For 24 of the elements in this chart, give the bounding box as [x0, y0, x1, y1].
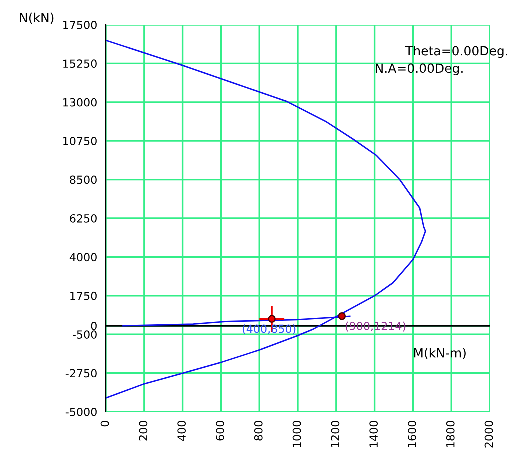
y-tick-label: 13000: [64, 98, 97, 107]
y-tick-label: 1750: [70, 292, 97, 300]
x-tick-label: 200: [139, 421, 148, 441]
y-axis-title: N(kN): [20, 12, 54, 24]
y-tick-label: 15250: [64, 60, 97, 68]
y-tick-label: -500: [72, 330, 97, 339]
y-tick-label: -5000: [66, 408, 97, 416]
x-tick-label: 1800: [446, 421, 455, 448]
y-tick-label: -2750: [66, 369, 97, 378]
y-tick-label: 4000: [70, 253, 97, 262]
y-tick-label: 8500: [70, 176, 97, 184]
x-tick-label: 2000: [484, 421, 494, 448]
x-tick-label: 1200: [331, 421, 340, 448]
x-tick-label: 1000: [292, 421, 302, 448]
y-tick-label: 6250: [70, 214, 97, 223]
y-tick-label: 10750: [64, 137, 97, 146]
x-tick-label: 1600: [408, 421, 416, 448]
x-tick-label: 600: [216, 421, 224, 441]
y-tick-label: 17500: [64, 20, 97, 30]
y-tick-label: 0: [91, 322, 97, 330]
x-tick-label: 800: [254, 421, 263, 441]
x-tick-label: 400: [178, 421, 186, 441]
x-tick-label: 0: [100, 421, 110, 427]
x-tick-label: 1400: [370, 421, 378, 448]
